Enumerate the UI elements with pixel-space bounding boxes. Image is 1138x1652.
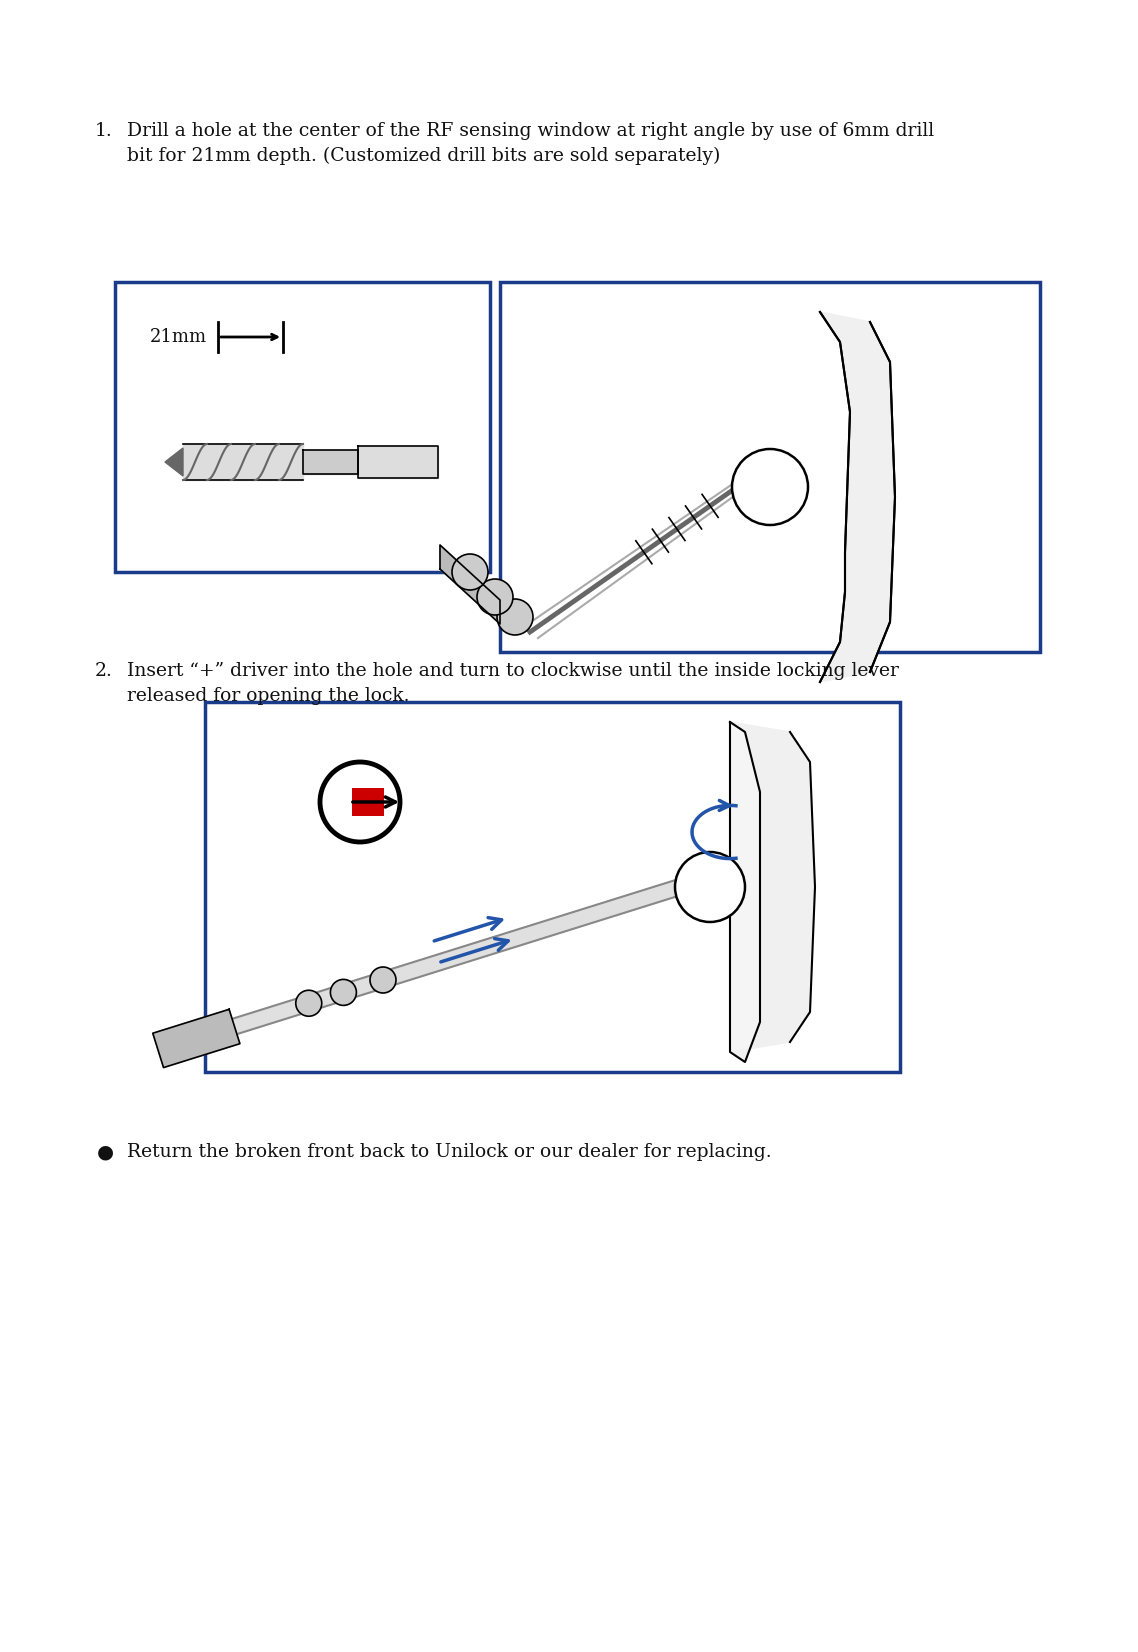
Polygon shape: [165, 448, 183, 476]
Text: 1.: 1.: [94, 122, 113, 140]
Circle shape: [320, 762, 399, 843]
Circle shape: [497, 600, 533, 634]
Polygon shape: [729, 722, 760, 1062]
Text: 2.: 2.: [94, 662, 113, 681]
Text: 21mm: 21mm: [150, 329, 207, 345]
Text: Return the broken front back to Unilock or our dealer for replacing.: Return the broken front back to Unilock …: [127, 1143, 772, 1161]
Bar: [205, 702, 900, 1072]
Circle shape: [330, 980, 356, 1006]
Circle shape: [452, 553, 488, 590]
Text: Drill a hole at the center of the RF sensing window at right angle by use of 6mm: Drill a hole at the center of the RF sen…: [127, 122, 934, 165]
Polygon shape: [152, 1009, 240, 1067]
Circle shape: [732, 449, 808, 525]
Polygon shape: [182, 879, 683, 1049]
Circle shape: [370, 966, 396, 993]
Circle shape: [675, 852, 745, 922]
Text: Insert “+” driver into the hole and turn to clockwise until the inside locking l: Insert “+” driver into the hole and turn…: [127, 662, 899, 705]
Polygon shape: [183, 444, 303, 481]
Text: ●: ●: [97, 1143, 114, 1161]
Circle shape: [296, 990, 322, 1016]
Polygon shape: [303, 449, 358, 474]
Polygon shape: [358, 446, 438, 477]
Bar: [115, 282, 490, 572]
Polygon shape: [820, 312, 894, 682]
Polygon shape: [440, 545, 500, 624]
Circle shape: [477, 578, 513, 615]
Bar: [352, 788, 384, 816]
Polygon shape: [729, 722, 815, 1062]
Bar: [500, 282, 1040, 653]
